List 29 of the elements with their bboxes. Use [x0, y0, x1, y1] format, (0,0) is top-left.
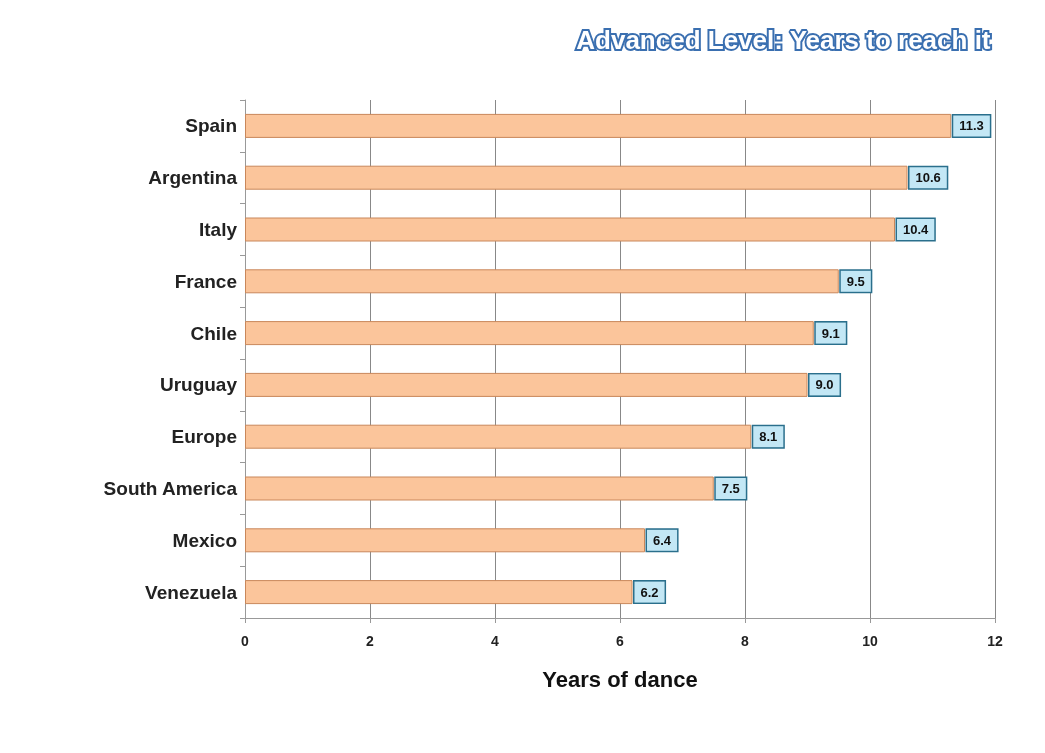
y-tick-label: Italy	[198, 219, 238, 240]
x-tick-label: 0	[241, 633, 250, 649]
data-label: 8.1	[759, 429, 778, 445]
data-label: 11.3	[959, 118, 984, 134]
data-label: 10.4	[903, 222, 930, 237]
data-label: 6.2	[640, 584, 659, 600]
data-label: 9.5	[846, 273, 865, 289]
chart-title: Advanced Level: Years to reach it	[576, 25, 991, 55]
x-tick-label: 10	[862, 633, 878, 649]
data-label: 10.6	[915, 170, 941, 186]
x-tick-label: 8	[741, 633, 750, 649]
y-tick-label: France	[174, 270, 237, 292]
data-label: 9.0	[815, 377, 834, 393]
y-tick-label: Spain	[185, 115, 237, 137]
y-tick-label: South America	[103, 478, 238, 499]
y-tick-label: Venezuela	[145, 581, 238, 603]
y-tick-label: Mexico	[172, 529, 237, 551]
data-label: 7.5	[721, 481, 740, 496]
y-tick-label: Argentina	[148, 167, 238, 189]
data-label: 9.1	[821, 325, 840, 341]
data-label: 6.4	[653, 532, 672, 548]
x-tick-label: 6	[616, 633, 625, 649]
x-tick-label: 4	[491, 633, 500, 649]
y-tick-label: Chile	[190, 322, 237, 344]
x-tick-label: 12	[987, 633, 1003, 649]
y-tick-label: Europe	[171, 426, 237, 448]
x-tick-label: 2	[366, 633, 375, 649]
y-tick-label: Uruguay	[159, 374, 238, 396]
x-axis-title: Years of dance	[542, 666, 698, 692]
